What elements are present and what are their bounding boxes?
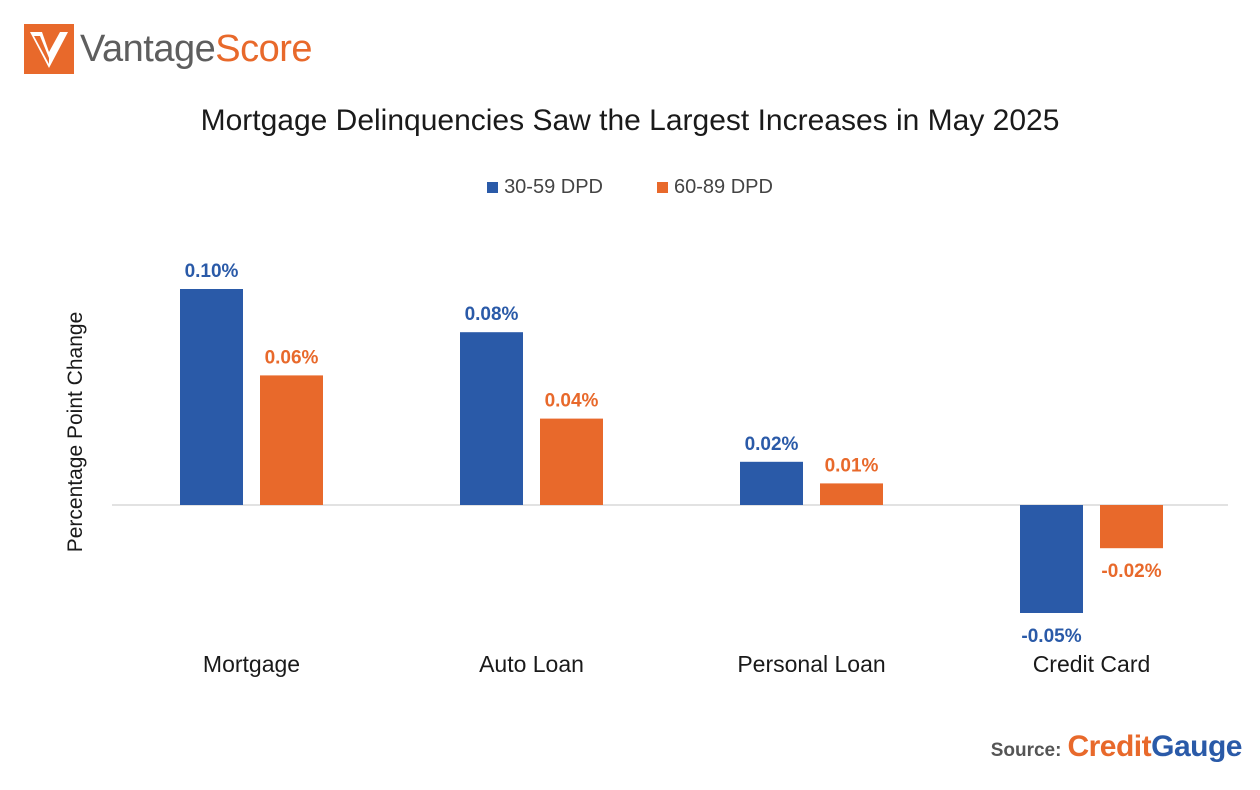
data-label-credit-card-series-2: -0.02%: [1101, 561, 1161, 582]
creditgauge-logo-part1: Credit: [1067, 730, 1152, 763]
data-label-credit-card-series-1: -0.05%: [1021, 626, 1081, 647]
chart-title: Mortgage Delinquencies Saw the Largest I…: [200, 104, 1060, 137]
legend-swatch-series-2: [657, 182, 668, 193]
legend-label-series-2: 60-89 DPD: [674, 176, 773, 198]
bar-credit-card-series-2: [1100, 505, 1163, 549]
vantagescore-checkmark-icon: [24, 24, 74, 74]
vantagescore-logo: VantageScore: [24, 24, 313, 74]
legend-item-series-2: 60-89 DPD: [657, 176, 773, 199]
data-label-personal-loan-series-1: 0.02%: [745, 434, 799, 455]
bar-credit-card-series-1: [1020, 505, 1083, 613]
bar-personal-loan-series-1: [740, 461, 803, 505]
category-label-auto-loan: Auto Loan: [479, 651, 584, 677]
category-label-credit-card: Credit Card: [1033, 651, 1151, 677]
bar-auto-loan-series-2: [540, 418, 603, 505]
category-label-personal-loan: Personal Loan: [737, 651, 885, 677]
logo-wordmark: VantageScore: [80, 28, 313, 70]
bar-auto-loan-series-1: [460, 332, 523, 505]
data-label-auto-loan-series-2: 0.04%: [545, 391, 599, 412]
data-label-mortgage-series-2: 0.06%: [265, 347, 319, 368]
bar-personal-loan-series-2: [820, 483, 883, 505]
source-credit: Source: CreditGauge: [990, 730, 1243, 764]
data-label-mortgage-series-1: 0.10%: [185, 261, 239, 282]
data-label-personal-loan-series-2: 0.01%: [825, 455, 879, 476]
category-label-mortgage: Mortgage: [203, 651, 300, 677]
source-label: Source:: [990, 740, 1062, 761]
legend-label-series-1: 30-59 DPD: [504, 176, 603, 198]
bar-mortgage-series-1: [180, 289, 243, 505]
logo-wordmark-part1: Vantage: [80, 28, 216, 70]
legend-item-series-1: 30-59 DPD: [487, 176, 603, 199]
logo-wordmark-part2: Score: [215, 28, 313, 70]
creditgauge-logo-part2: Gauge: [1151, 730, 1242, 763]
chart-legend: 30-59 DPD 60-89 DPD: [0, 176, 1260, 199]
bar-mortgage-series-2: [260, 375, 323, 505]
creditgauge-logo: CreditGauge: [1067, 730, 1242, 764]
legend-swatch-series-1: [487, 182, 499, 193]
data-label-auto-loan-series-1: 0.08%: [465, 304, 519, 325]
